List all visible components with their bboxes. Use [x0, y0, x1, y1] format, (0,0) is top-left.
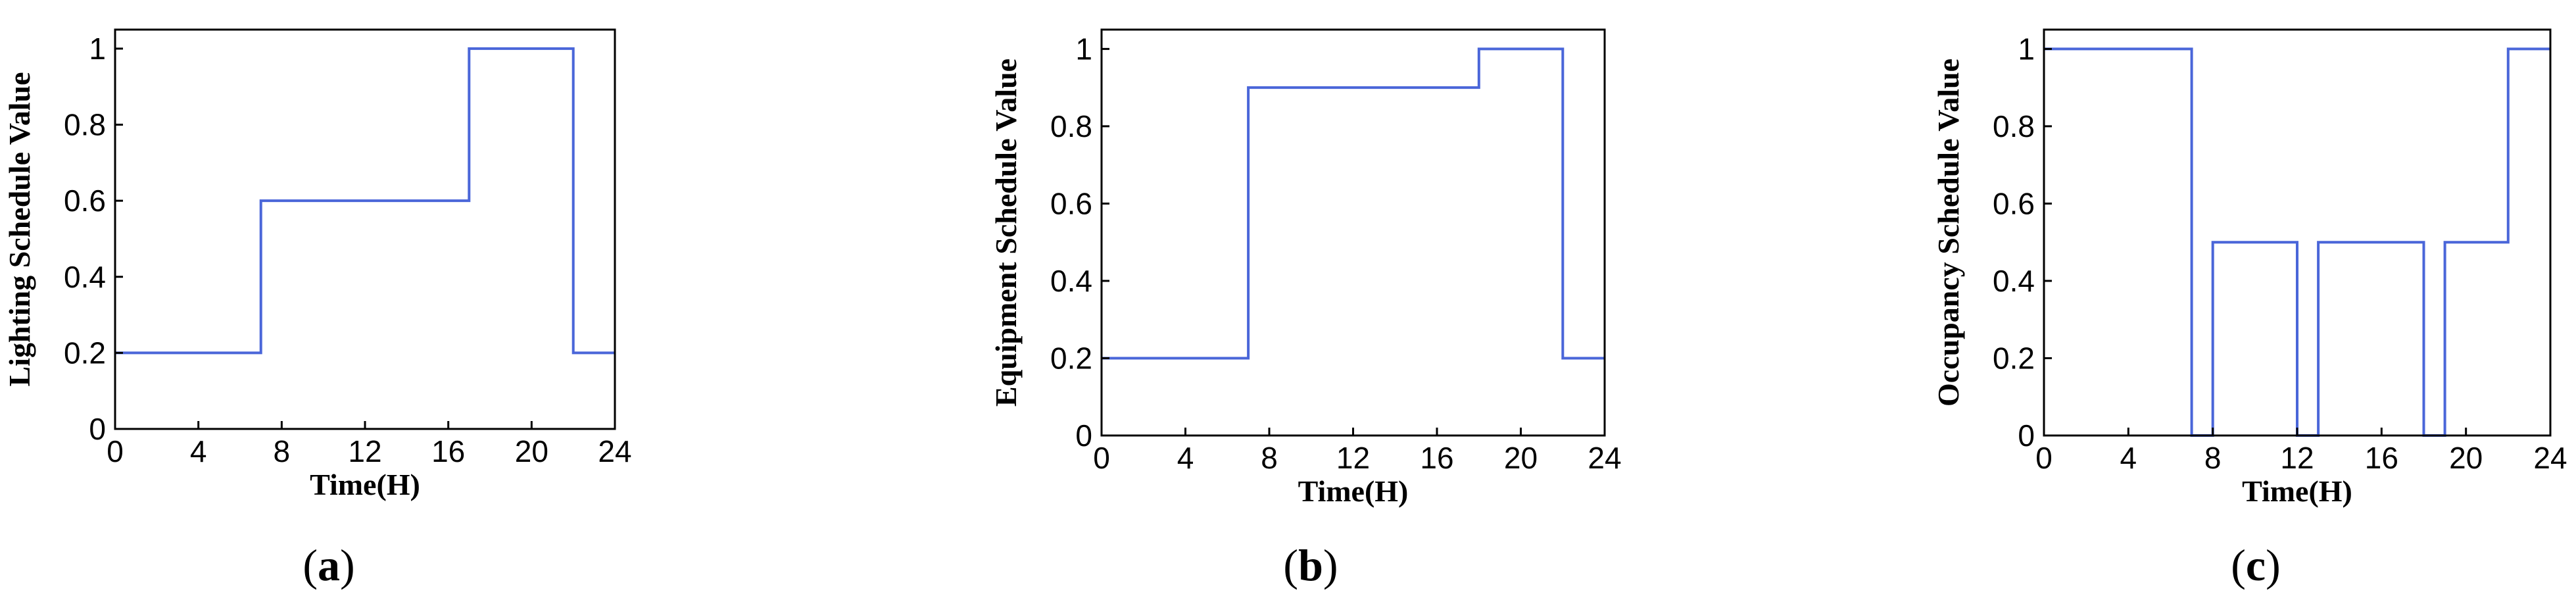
- x-tick-label: 4: [190, 434, 207, 468]
- x-tick-label: 20: [2449, 441, 2483, 475]
- x-tick-label: 12: [1336, 441, 1370, 475]
- panel-label: (b): [1283, 540, 1338, 590]
- panel-letter: b: [1298, 540, 1323, 590]
- x-tick-label: 20: [1504, 441, 1538, 475]
- y-tick-label: 1: [1075, 32, 1092, 66]
- y-tick-label: 0.8: [64, 108, 106, 142]
- chart-panel-b: 0 4 8 12 16 20 24 0 0.2 0.4 0.6 0.8 1 Time(H) Equipmen…: [989, 28, 1622, 590]
- x-tick-label: 12: [2280, 441, 2314, 475]
- x-tick-label: 8: [2204, 441, 2222, 475]
- x-tick-label: 8: [274, 434, 291, 468]
- y-tick-label: 0.4: [1993, 264, 2035, 298]
- chart-panel-a: 0 4 8 12 16 20 24 0 0.2 0.4 0.6 0.8 1 Time(H) Lighting…: [3, 28, 632, 590]
- x-tick-label: 0: [107, 434, 124, 468]
- x-axis-title: Time(H): [1298, 474, 1409, 508]
- series-line-b-0: [1102, 47, 1605, 360]
- x-tick-label: 16: [1420, 441, 1453, 475]
- y-tick-label: 0.8: [1050, 109, 1092, 143]
- y-tick-label: 0.6: [1050, 186, 1092, 220]
- y-tick-label: 0.8: [1993, 109, 2035, 143]
- chart-panel-c: 0 4 8 12 16 20 24 0 0.2 0.4 0.6 0.8 1 Time(H) Occupanc…: [1932, 28, 2567, 590]
- y-axis-title: Equipment Schedule Value: [989, 59, 1023, 407]
- y-tick-label: 0.4: [1050, 264, 1092, 298]
- x-tick-label: 12: [348, 434, 381, 468]
- y-tick-label: 0: [2018, 418, 2035, 453]
- x-tick-label: 0: [1093, 441, 1110, 475]
- y-axis-title: Occupancy Schedule Value: [1932, 59, 1965, 407]
- y-tick-label: 0: [89, 412, 106, 446]
- plot-frame: [1100, 28, 1606, 437]
- x-tick-label: 24: [1588, 441, 1621, 475]
- y-tick-label: 0.6: [64, 184, 106, 218]
- x-tick-label: 16: [431, 434, 465, 468]
- x-tick-label: 8: [1261, 441, 1278, 475]
- panel-letter: c: [2246, 540, 2266, 590]
- y-axis-title: Lighting Schedule Value: [3, 72, 36, 386]
- series-line-a-0: [115, 47, 615, 355]
- x-tick-label: 4: [2120, 441, 2137, 475]
- y-tick-label: 0.4: [64, 260, 106, 294]
- x-tick-label: 24: [2533, 441, 2567, 475]
- x-tick-label: 4: [1177, 441, 1194, 475]
- plot-frame: [114, 28, 616, 430]
- y-tick-label: 0.2: [1993, 341, 2035, 375]
- panel-label: (a): [303, 540, 354, 590]
- panel-label: (c): [2231, 540, 2281, 590]
- x-tick-label: 24: [598, 434, 631, 468]
- y-tick-label: 0.2: [64, 336, 106, 370]
- y-tick-label: 1: [2018, 32, 2035, 66]
- y-tick-label: 0.2: [1050, 341, 1092, 375]
- x-tick-label: 20: [515, 434, 548, 468]
- y-tick-label: 0: [1075, 418, 1092, 453]
- panel-letter: a: [318, 540, 340, 590]
- x-tick-label: 16: [2365, 441, 2398, 475]
- series-line-c-0: [2044, 47, 2550, 437]
- x-tick-label: 0: [2035, 441, 2053, 475]
- y-tick-label: 0.6: [1993, 186, 2035, 220]
- x-axis-title: Time(H): [2242, 474, 2352, 508]
- x-axis-title: Time(H): [310, 468, 420, 501]
- y-tick-label: 1: [89, 32, 106, 66]
